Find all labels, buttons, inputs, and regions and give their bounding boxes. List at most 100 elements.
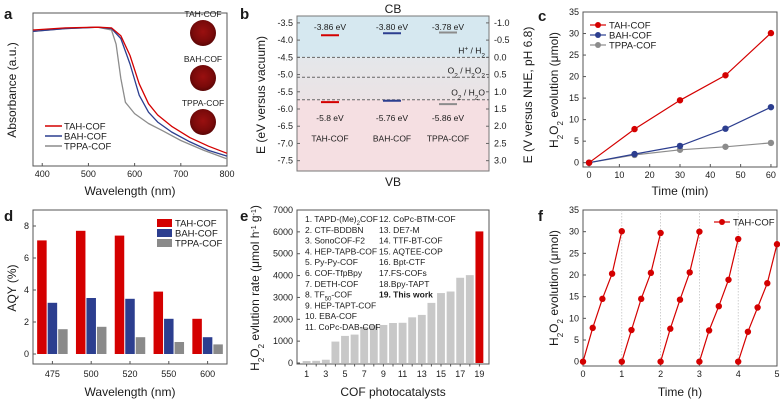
y-tick-label: 35 [569,7,579,17]
legend-label: TAH-COF [609,21,651,32]
data-point [618,228,625,235]
data-point [579,358,587,365]
catalyst-name: 8. TF [305,290,325,300]
x-tick-label: 400 [35,169,50,179]
y-tick-label: 15 [569,292,579,302]
legend-label: TAH-COF [64,122,106,133]
absorbance-line-tppa-cof [32,26,228,160]
panel-f-label: f [538,208,544,225]
data-point [608,270,616,277]
reference-label-part: / H [468,45,481,55]
left-tick-label: -7.5 [277,156,293,166]
catalyst-name: 6. COF-TfpBpy [305,268,363,278]
bar-catalyst-7 [360,326,369,363]
ylabel-part: g [248,215,262,225]
catalyst-list-item: 1. TAPD-(Me)2COF [305,214,378,227]
reference-label: O2 / H2O2 [448,65,486,79]
data-point [722,72,729,79]
data-point [715,303,722,310]
legend-marker [595,32,601,38]
ylabel-part: H [248,362,262,371]
y-tick-label: 6 [24,253,29,263]
panel-c-ticks: 0 10 20 30 40 50 60 0 5 10 15 20 25 30 35 [569,7,776,180]
data-point [735,358,742,365]
data-point [767,29,775,37]
data-point [696,228,703,235]
right-tick-label: 1.5 [494,104,507,114]
catalyst-name: 7. DETH-COF [305,279,358,289]
bar-catalyst-9 [379,324,388,363]
catalyst-list-item: 9. HEP-TAPT-COF [305,300,376,310]
material-label: BAH-COF [373,134,411,144]
bar-bah-cof-600 [202,337,213,354]
panel-d-aqy: d 0 2 4 6 8 475 500 520 550 600 TAH-COFBAH-COFTPP… [4,208,228,399]
legend-marker [719,219,725,225]
data-point [638,295,645,303]
catalyst-list-item: 16. Bpt-CTF [379,257,425,267]
powder-photo [190,65,216,91]
catalyst-subscript: 2 [357,221,361,227]
panel-d-label: d [4,208,13,225]
panel-c-h2o2-evolution: c 0 10 20 30 40 50 60 0 5 10 15 20 25 30 35 TAH-COFBAH… [538,7,778,198]
data-point [686,269,693,276]
y-tick-label: 0 [288,358,293,368]
panel-f-ylabel: H2O2 evolution (μmol) [547,230,565,346]
x-tick-label: 5 [342,369,347,379]
x-tick-label: 0 [587,170,592,180]
bar-catalyst-10 [389,323,397,363]
vb-energy-label: -5.76 eV [376,113,408,123]
catalyst-list-item: 17.FS-COFs [379,268,427,278]
bar-tah-cof-520 [114,235,125,354]
legend-swatch [157,229,172,237]
y-tick-label: 4 [24,285,29,295]
left-tick-label: -4.0 [277,35,293,45]
x-tick-label: 11 [398,369,407,379]
catalyst-list-item: 15. AQTEE-COP [379,246,443,256]
x-tick-label: 9 [381,369,386,379]
data-point [767,139,775,147]
absorbance-line-tah-cof [32,26,228,154]
reference-label-part: + [464,45,468,52]
catalyst-list-item: 8. TF50-COF [305,290,352,303]
x-tick-label: 500 [84,369,99,379]
bar-tah-cof-500 [75,230,86,354]
x-tick-label: 19 [474,369,484,379]
bar-tppa-cof-520 [135,337,146,354]
panel-a-absorbance: a 400 500 600 700 800 Wavelength (nm) Absorb… [4,6,235,198]
catalyst-suffix: -COF [331,290,352,300]
catalyst-list-item: 19. This work [379,290,433,300]
catalyst-name: 5. Py-Py-COF [305,257,358,267]
ylabel-part: evlution rate (μmol h [248,232,262,344]
panel-b-band-diagram: b CB VB -3.5 -1.0 -4.0 -0.5 -4.5 0.0 -5.0 0.5 -5… [240,2,535,189]
ylabel-part: 2 [556,134,565,139]
legend-label: TPPA-COF [609,41,657,52]
y-tick-label: 10 [569,115,579,125]
left-tick-label: -4.5 [277,52,293,62]
powder-label: TPPA-COF [182,98,224,108]
y-tick-label: 5 [574,136,579,146]
bar-catalyst-3 [321,359,330,363]
ylabel-part: 2 [556,332,565,337]
ylabel-part: ) [248,205,262,209]
left-tick-label: -5.5 [277,87,293,97]
ylabel-part: 2 [556,318,565,323]
y-tick-label: 5 [574,335,579,345]
data-point [722,125,729,132]
data-point [589,324,596,332]
data-point [599,295,606,303]
bar-bah-cof-500 [86,298,96,354]
x-tick-label: 13 [417,369,427,379]
catalyst-subscript: 50 [325,297,332,303]
catalyst-name: 2. CTF-BDDBN [305,225,364,235]
x-tick-label: 520 [122,369,137,379]
legend-label: TPPA-COF [175,239,223,250]
data-point [676,142,684,150]
right-tick-label: 2.5 [494,138,507,148]
panel-f-xlabel: Time (h) [658,385,702,399]
y-tick-label: 30 [569,29,579,39]
y-tick-label: 8 [24,221,29,231]
data-point [754,304,761,311]
